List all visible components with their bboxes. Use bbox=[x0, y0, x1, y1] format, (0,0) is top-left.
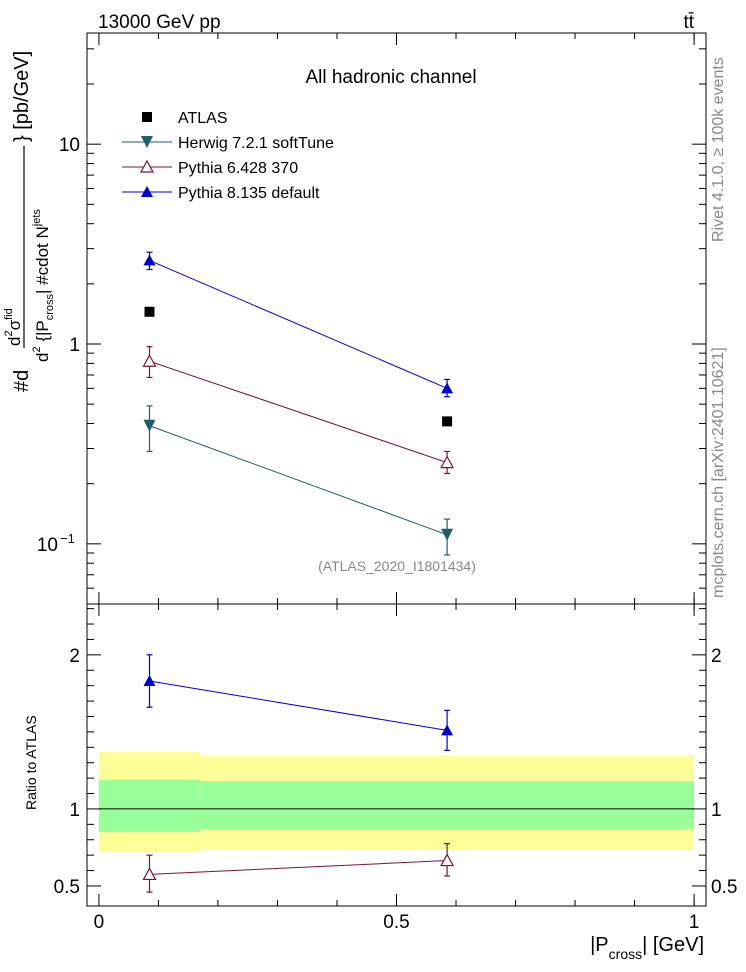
ratio-y-tick-label-right: 0.5 bbox=[711, 877, 737, 898]
legend-label: ATLAS bbox=[178, 110, 228, 127]
x-tick-label: 0.5 bbox=[383, 912, 409, 933]
ratio-y-tick-label: 1 bbox=[69, 800, 80, 821]
svg-text:} [pb/GeV]: } [pb/GeV] bbox=[11, 51, 33, 142]
y-tick-exponent: −1 bbox=[60, 531, 75, 546]
series-point bbox=[143, 254, 156, 266]
ratio-point bbox=[440, 853, 455, 867]
ratio-bands bbox=[98, 751, 695, 853]
legend-entry: ATLAS bbox=[142, 110, 228, 127]
reference-label: (ATLAS_2020_I1801434) bbox=[318, 558, 476, 574]
ratio-ticks: 0.5 0.5 1 1 2 2 bbox=[54, 608, 737, 898]
ratio-y-tick-label-right: 2 bbox=[711, 646, 722, 667]
series-point bbox=[143, 419, 156, 432]
ratio-y-label: Ratio to ATLAS bbox=[23, 715, 39, 810]
ratio-series-line bbox=[149, 680, 448, 731]
y-axis-label: #d d2σfid d2 {|Pcross| #cdot Njets } [pb… bbox=[3, 51, 56, 392]
chart-title: All hadronic channel bbox=[305, 67, 476, 88]
series-point bbox=[440, 455, 455, 469]
legend-entry: Pythia 6.428 370 bbox=[122, 159, 298, 177]
uncertainty-band-inner bbox=[98, 779, 201, 833]
ratio-y-tick-label-right: 1 bbox=[711, 800, 722, 821]
ratio-point bbox=[143, 675, 156, 687]
ratio-y-tick-label: 2 bbox=[69, 646, 80, 667]
y-tick-label: 1 bbox=[69, 335, 80, 356]
ratio-y-tick-label: 0.5 bbox=[54, 877, 80, 898]
series-point bbox=[441, 528, 454, 541]
series-line bbox=[149, 259, 448, 389]
legend-label: Pythia 8.135 default bbox=[178, 185, 320, 202]
rivet-label: Rivet 4.1.0, ≥ 100k events bbox=[710, 57, 727, 242]
energy-label: 13000 GeV pp bbox=[98, 12, 221, 33]
ratio-series-line bbox=[149, 860, 448, 875]
data-point bbox=[144, 306, 155, 317]
legend: ATLAS Herwig 7.2.1 softTune Pythia 6.428 3… bbox=[122, 110, 334, 202]
svg-text:|Pcross| [GeV]: |Pcross| [GeV] bbox=[590, 934, 704, 962]
main-series bbox=[142, 251, 455, 556]
svg-text:d2 {|Pcross| #cdot Njets: d2 {|Pcross| #cdot Njets bbox=[31, 209, 56, 362]
legend-label: Pythia 6.428 370 bbox=[178, 160, 298, 177]
data-point bbox=[442, 416, 453, 427]
x-tick-label: 1 bbox=[689, 912, 700, 933]
x-tick-label: 0 bbox=[94, 912, 105, 933]
ratio-frame bbox=[86, 603, 707, 907]
x-axis-label: |Pcross| [GeV] bbox=[590, 934, 704, 962]
series-line bbox=[149, 425, 448, 536]
process-label: tt̄ bbox=[683, 12, 694, 33]
series-line bbox=[149, 360, 448, 464]
ratio-series bbox=[142, 654, 455, 893]
svg-text:#d: #d bbox=[11, 370, 33, 392]
legend-marker bbox=[141, 136, 153, 148]
legend-marker bbox=[141, 186, 153, 197]
legend-marker bbox=[139, 159, 155, 173]
mcplots-label: mcplots.cern.ch [arXiv:2401.10621] bbox=[710, 347, 727, 598]
legend-label: Herwig 7.2.1 softTune bbox=[178, 135, 334, 152]
legend-entry: Pythia 8.135 default bbox=[122, 185, 320, 202]
y-tick-label: 10 bbox=[59, 135, 80, 156]
y-tick-label: 10 bbox=[37, 535, 58, 556]
legend-entry: Herwig 7.2.1 softTune bbox=[122, 135, 334, 152]
series-point bbox=[142, 353, 157, 367]
series-point bbox=[441, 382, 454, 394]
uncertainty-band-inner bbox=[200, 781, 695, 829]
svg-text:d2σfid: d2σfid bbox=[3, 308, 24, 346]
ratio-point bbox=[142, 867, 157, 881]
ratio-point bbox=[441, 724, 454, 736]
legend-marker bbox=[142, 112, 152, 122]
